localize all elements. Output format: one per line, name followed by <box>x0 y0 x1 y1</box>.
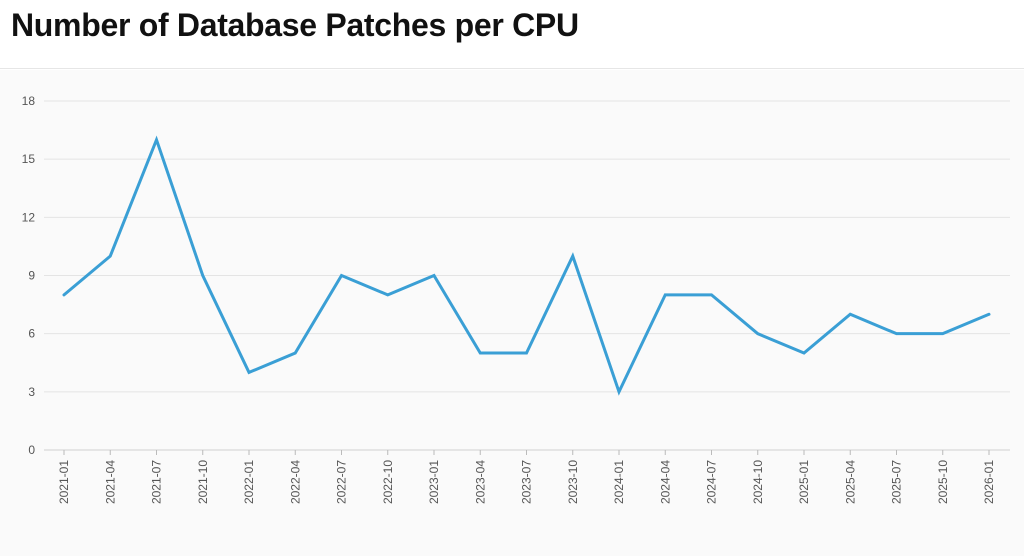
x-tick-label: 2021-04 <box>103 460 117 504</box>
x-tick-label: 2025-01 <box>797 460 811 504</box>
y-tick-label: 3 <box>28 385 35 399</box>
x-tick-label: 2022-04 <box>288 460 302 504</box>
series-layer <box>62 135 991 396</box>
grid-lines <box>44 100 1010 451</box>
y-tick-label: 18 <box>22 94 36 108</box>
y-tick-label: 9 <box>28 269 35 283</box>
y-tick-label: 15 <box>22 152 36 166</box>
x-tick-label: 2026-01 <box>982 460 996 504</box>
x-tick-label: 2023-07 <box>520 460 534 504</box>
y-tick-label: 12 <box>22 210 36 224</box>
chart-title: Number of Database Patches per CPU <box>11 7 579 43</box>
x-tick-label: 2024-10 <box>751 460 765 504</box>
x-tick-label: 2021-10 <box>196 460 210 504</box>
x-tick-label: 2021-07 <box>150 460 164 504</box>
y-axis-ticks: 0 3 6 9 12 15 18 <box>22 94 36 457</box>
plot-area <box>0 70 1024 556</box>
x-tick-label: 2022-10 <box>381 460 395 504</box>
x-tick-label: 2024-07 <box>705 460 719 504</box>
x-tick-label: 2025-07 <box>890 460 904 504</box>
x-axis-ticks: 2021-01 2021-04 2021-07 2021-10 2022-01 2022-… <box>57 450 996 504</box>
x-tick-label: 2024-04 <box>658 460 672 504</box>
chart-header: Number of Database Patches per CPU <box>0 0 1024 69</box>
x-tick-label: 2023-01 <box>427 460 441 504</box>
x-tick-label: 2025-10 <box>936 460 950 504</box>
series-line-0 <box>62 135 991 396</box>
y-tick-label: 0 <box>28 443 35 457</box>
x-tick-label: 2021-01 <box>57 460 71 504</box>
x-tick-label: 2024-01 <box>612 460 626 504</box>
x-tick-label: 2022-07 <box>335 460 349 504</box>
y-tick-label: 6 <box>28 327 35 341</box>
x-tick-label: 2023-10 <box>566 460 580 504</box>
x-tick-label: 2022-01 <box>242 460 256 504</box>
x-tick-label: 2025-04 <box>843 460 857 504</box>
x-tick-label: 2023-04 <box>473 460 487 504</box>
